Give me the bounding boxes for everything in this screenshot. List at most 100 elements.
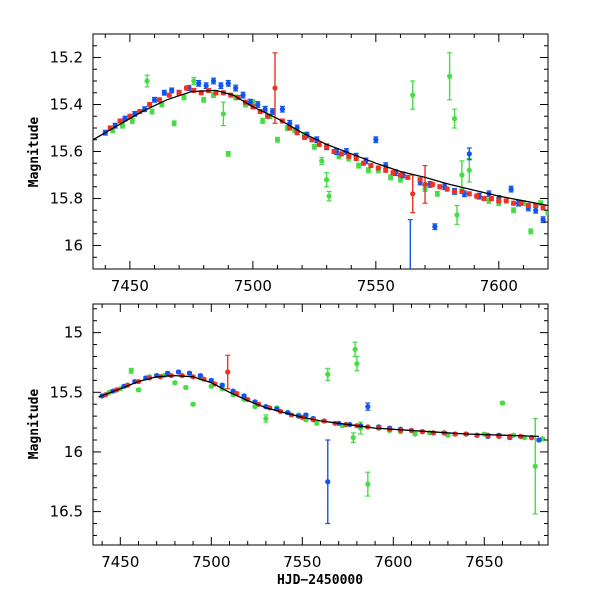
top-red-marker-29 xyxy=(338,151,345,157)
top-red-point-37 xyxy=(397,172,404,178)
top-blue-point-10 xyxy=(196,79,202,87)
panel-top-marks xyxy=(93,52,548,269)
top-red-marker-8 xyxy=(183,85,190,91)
top-model-curve xyxy=(93,89,548,207)
bottom-xtick-label-2: 7550 xyxy=(283,553,321,571)
top-red-point-33 xyxy=(368,163,374,169)
top-red-point-6 xyxy=(166,92,172,98)
bottom-green-marker-2 xyxy=(128,368,134,374)
top-red-marker-34 xyxy=(375,165,381,171)
bottom-xtick-label-4: 7650 xyxy=(465,553,503,571)
top-green-point-8 xyxy=(191,76,197,86)
bottom-green-marker-31 xyxy=(412,431,418,437)
top-green-marker-28 xyxy=(356,163,362,169)
top-blue-point-21 xyxy=(279,105,285,113)
top-green-point-48 xyxy=(545,209,548,216)
top-red-marker-44 xyxy=(444,186,450,192)
top-red-point-38 xyxy=(405,174,411,180)
top-red-point-47 xyxy=(466,191,472,197)
top-red-point-5 xyxy=(156,97,163,103)
bottom-blue-point-42 xyxy=(536,437,542,443)
top-red-point-26 xyxy=(316,141,322,148)
bottom-green-marker-39 xyxy=(532,463,538,469)
bottom-green-point-15 xyxy=(263,414,269,423)
top-green-point-25 xyxy=(326,190,332,202)
top-green-point-36 xyxy=(447,52,453,101)
top-red-marker-50 xyxy=(488,195,495,202)
top-blue-marker-19 xyxy=(262,106,268,112)
top-red-point-8 xyxy=(183,85,190,91)
panel-bottom-ylabel: Magnitude xyxy=(27,389,42,460)
top-blue-marker-21 xyxy=(279,106,285,112)
top-green-marker-33 xyxy=(410,92,416,98)
top-blue-marker-38 xyxy=(432,224,438,230)
top-blue-point-15 xyxy=(233,84,239,92)
top-blue-point-6 xyxy=(161,89,167,96)
bottom-blue-marker-9 xyxy=(197,372,203,379)
top-red-point-20 xyxy=(272,52,278,124)
top-blue-point-7 xyxy=(169,87,175,94)
bottom-xtick-label-1: 7500 xyxy=(192,553,230,571)
bottom-red-point-37 xyxy=(507,433,513,440)
top-blue-marker-49 xyxy=(533,207,539,213)
bottom-green-marker-36 xyxy=(499,400,506,406)
top-red-point-35 xyxy=(383,167,389,173)
top-red-marker-48 xyxy=(474,193,480,199)
top-red-marker-23 xyxy=(294,130,300,136)
top-red-marker-32 xyxy=(360,160,367,166)
top-red-point-51 xyxy=(496,198,502,204)
top-red-point-32 xyxy=(360,160,367,166)
top-green-point-37 xyxy=(451,108,458,129)
top-green-marker-44 xyxy=(510,207,517,213)
top-green-point-6 xyxy=(171,120,177,127)
top-blue-marker-6 xyxy=(161,90,167,96)
top-blue-marker-13 xyxy=(218,83,224,89)
top-red-marker-40 xyxy=(417,177,423,183)
bottom-red-marker-34 xyxy=(474,432,480,438)
bottom-blue-point-22 xyxy=(325,439,331,525)
top-green-point-23 xyxy=(319,156,325,166)
top-red-marker-26 xyxy=(316,141,322,148)
bottom-blue-point-9 xyxy=(197,372,203,379)
top-red-marker-20 xyxy=(272,85,278,91)
top-green-marker-37 xyxy=(451,116,458,122)
bottom-blue-marker-22 xyxy=(325,479,331,485)
top-green-point-33 xyxy=(410,80,416,110)
bottom-green-point-23 xyxy=(350,432,356,443)
top-red-marker-47 xyxy=(466,191,472,197)
top-red-point-54 xyxy=(518,200,524,206)
bottom-green-point-21 xyxy=(325,367,331,381)
top-red-marker-51 xyxy=(496,198,502,204)
top-red-marker-41 xyxy=(422,181,428,187)
top-red-marker-56 xyxy=(533,202,539,209)
bottom-model-curve xyxy=(98,374,539,438)
top-blue-point-11 xyxy=(203,82,209,90)
bottom-ytick-label-0: 15 xyxy=(64,324,83,342)
top-green-marker-29 xyxy=(365,167,372,173)
bottom-red-marker-37 xyxy=(507,433,513,440)
top-red-point-43 xyxy=(437,184,443,190)
top-blue-marker-31 xyxy=(373,137,379,143)
bottom-green-marker-25 xyxy=(354,361,360,367)
bottom-green-point-7 xyxy=(183,384,189,391)
bottom-blue-marker-7 xyxy=(175,369,182,375)
bottom-green-marker-8 xyxy=(190,401,196,407)
top-red-point-31 xyxy=(353,155,359,162)
top-blue-marker-11 xyxy=(203,83,209,89)
top-red-point-36 xyxy=(390,170,396,176)
top-blue-point-49 xyxy=(533,206,539,214)
top-blue-marker-35 xyxy=(409,268,412,269)
bottom-green-point-3 xyxy=(135,387,142,393)
top-green-marker-39 xyxy=(459,172,465,178)
top-green-marker-4 xyxy=(149,108,155,115)
top-green-marker-25 xyxy=(326,193,332,199)
bottom-green-point-8 xyxy=(190,401,196,407)
top-blue-marker-18 xyxy=(255,101,261,108)
top-red-point-28 xyxy=(331,148,337,155)
top-red-point-45 xyxy=(451,188,458,195)
top-red-marker-42 xyxy=(429,181,436,187)
top-green-point-24 xyxy=(324,172,330,188)
bottom-green-point-36 xyxy=(499,400,506,406)
top-ytick-label-2: 15.6 xyxy=(50,143,83,161)
top-red-point-52 xyxy=(503,198,509,204)
